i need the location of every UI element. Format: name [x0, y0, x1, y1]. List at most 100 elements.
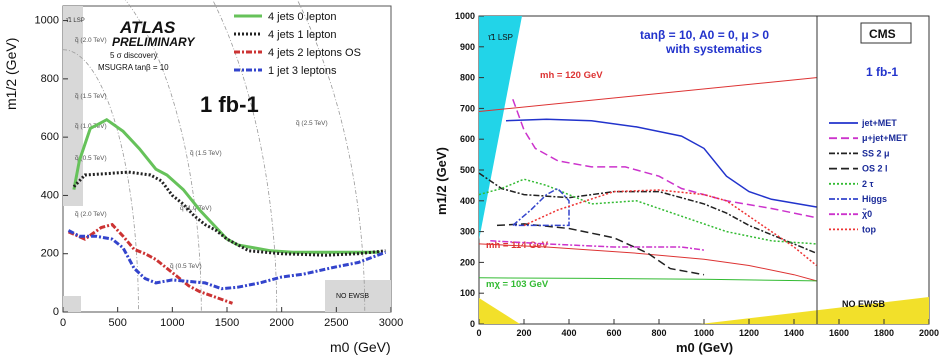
y-tick-label: 200 — [41, 248, 59, 260]
series-line-6 — [490, 240, 705, 251]
atlas-lsp-label: τ̃1 LSP — [66, 18, 85, 24]
x-tick-label: 1000 — [160, 317, 184, 329]
legend-label: 4 jets 1 lepton — [268, 29, 337, 41]
series-line-2 — [67, 222, 234, 305]
atlas-plot-frame — [62, 5, 392, 313]
x-tick-label: 0 — [60, 317, 66, 329]
cms-panel: 0 200 400 600 800 1000 1200 1400 1600 1800 2000 0 10… — [434, 11, 939, 355]
cms-series — [478, 98, 817, 276]
x-tick-label: 1200 — [739, 328, 759, 338]
series-line-1 — [72, 170, 386, 257]
cms-logo-box — [860, 22, 912, 44]
y-tick-label: 700 — [460, 103, 475, 113]
atlas-y-axis-label: m1/2 (GeV) — [3, 38, 19, 110]
legend-label: top — [862, 224, 876, 234]
legend-label: jet+MET — [861, 118, 897, 128]
y-tick-label: 600 — [41, 131, 59, 143]
y-tick-label: 600 — [460, 134, 475, 144]
atlas-model-label: MSUGRA tanβ = 10 — [98, 63, 169, 72]
y-tick-label: 300 — [460, 227, 475, 237]
x-tick-label: 500 — [108, 317, 126, 329]
iso-line-label: mh = 120 GeV — [540, 70, 603, 81]
y-tick-label: 0 — [470, 319, 475, 329]
series-line-1 — [512, 98, 817, 219]
iso-mass-label: q̃ (2.0 TeV) — [75, 211, 107, 218]
cms-noewsb-region — [700, 297, 929, 324]
cms-lumi-label: 1 fb-1 — [866, 65, 898, 79]
atlas-ticks: 0 500 1000 1500 2000 2500 3000 0 200 400 600 800 100… — [35, 15, 404, 329]
cms-iso-lines: mh = 120 GeV mh = 114 GeV mχ = 103 GeV — [478, 70, 817, 290]
iso-line-0 — [478, 77, 817, 112]
iso-line-label: mχ = 103 GeV — [486, 279, 549, 290]
series-line-0 — [505, 118, 817, 208]
cms-x-axis-label: m0 (GeV) — [676, 340, 733, 355]
series-line-5 — [512, 187, 570, 227]
series-line-0 — [72, 117, 381, 254]
series-line-2 — [478, 172, 817, 254]
iso-mass-label: q̃ (1.5 TeV) — [190, 150, 222, 157]
x-tick-label: 0 — [476, 328, 481, 338]
iso-mass-label: q̃ (0.5 TeV) — [170, 263, 202, 270]
y-tick-label: 200 — [460, 257, 475, 267]
legend-label: 4 jets 2 leptons OS — [268, 47, 361, 59]
iso-mass-label: q̃ (1.5 TeV) — [75, 93, 107, 100]
cms-lsp-yellow-region — [479, 298, 520, 324]
iso-mass-label: q̃ (0.5 TeV) — [75, 155, 107, 162]
legend-label: 4 jets 0 lepton — [268, 11, 337, 23]
legend-label: μ+jet+MET — [862, 133, 908, 143]
iso-line-1 — [478, 243, 817, 282]
legend-label: 2 τ — [862, 179, 874, 189]
cms-y-axis-label: m1/2 (GeV) — [434, 147, 449, 215]
atlas-series — [67, 117, 387, 305]
cms-lsp-region — [479, 16, 522, 240]
x-tick-label: 1400 — [784, 328, 804, 338]
cms-lsp-label: τ̃1 LSP — [488, 33, 513, 42]
legend-label: OS 2 l — [862, 164, 888, 174]
cms-plot-frame — [478, 15, 930, 325]
atlas-legend: 4 jets 0 lepton 4 jets 1 lepton 4 jets 2 l… — [234, 11, 361, 77]
cms-header-2: with systematics — [665, 42, 762, 56]
iso-mass-label: q̃ (1.0 TeV) — [180, 205, 212, 212]
iso-mass-label: q̃ (2.0 TeV) — [75, 37, 107, 44]
atlas-header-2: PRELIMINARY — [112, 35, 195, 49]
y-tick-label: 900 — [460, 42, 475, 52]
x-tick-label: 3000 — [379, 317, 403, 329]
x-tick-label: 2000 — [269, 317, 293, 329]
y-tick-label: 500 — [460, 165, 475, 175]
y-tick-label: 0 — [53, 306, 59, 318]
y-tick-label: 800 — [41, 73, 59, 85]
cms-legend: jet+MET μ+jet+MET SS 2 μ OS 2 l 2 τ Higgs χ̃0 t… — [829, 118, 908, 234]
y-tick-label: 100 — [460, 288, 475, 298]
atlas-lumi-label: 1 fb-1 — [200, 92, 259, 117]
x-tick-label: 1800 — [874, 328, 894, 338]
y-tick-label: 800 — [460, 73, 475, 83]
atlas-header-1: ATLAS — [119, 18, 176, 37]
x-tick-label: 2000 — [919, 328, 939, 338]
x-tick-label: 400 — [561, 328, 576, 338]
cms-ticks: 0 200 400 600 800 1000 1200 1400 1600 1800 2000 0 10… — [455, 11, 939, 338]
y-tick-label: 1000 — [35, 15, 59, 27]
cms-logo: CMS — [869, 27, 896, 41]
atlas-iso-mass-curves: q̃ (2.0 TeV) q̃ (1.5 TeV) q̃ (1.0 TeV) q̃ (… — [62, 0, 366, 313]
x-tick-label: 600 — [606, 328, 621, 338]
x-tick-label: 1600 — [829, 328, 849, 338]
legend-label: χ̃0 — [862, 208, 872, 219]
iso-mass-curve — [62, 49, 139, 313]
legend-label: 1 jet 3 leptons — [268, 65, 337, 77]
atlas-x-axis-label: m0 (GeV) — [330, 339, 391, 355]
atlas-noewsb-label: NO EWSB — [336, 293, 369, 300]
atlas-panel: q̃ (2.0 TeV) q̃ (1.5 TeV) q̃ (1.0 TeV) q̃ (… — [0, 0, 403, 363]
legend-label: SS 2 μ — [862, 148, 890, 158]
iso-mass-curve — [212, 0, 278, 313]
series-line-3 — [67, 229, 387, 291]
iso-mass-label: q̃ (2.5 TeV) — [296, 120, 328, 127]
iso-line-2 — [478, 277, 817, 282]
x-tick-label: 2500 — [324, 317, 348, 329]
y-tick-label: 1000 — [455, 11, 475, 21]
x-tick-label: 200 — [516, 328, 531, 338]
iso-mass-label: q̃ (1.0 TeV) — [75, 123, 107, 130]
iso-line-label: mh = 114 GeV — [486, 240, 549, 251]
y-tick-label: 400 — [41, 189, 59, 201]
atlas-discovery-label: 5 σ discovery — [110, 51, 158, 60]
